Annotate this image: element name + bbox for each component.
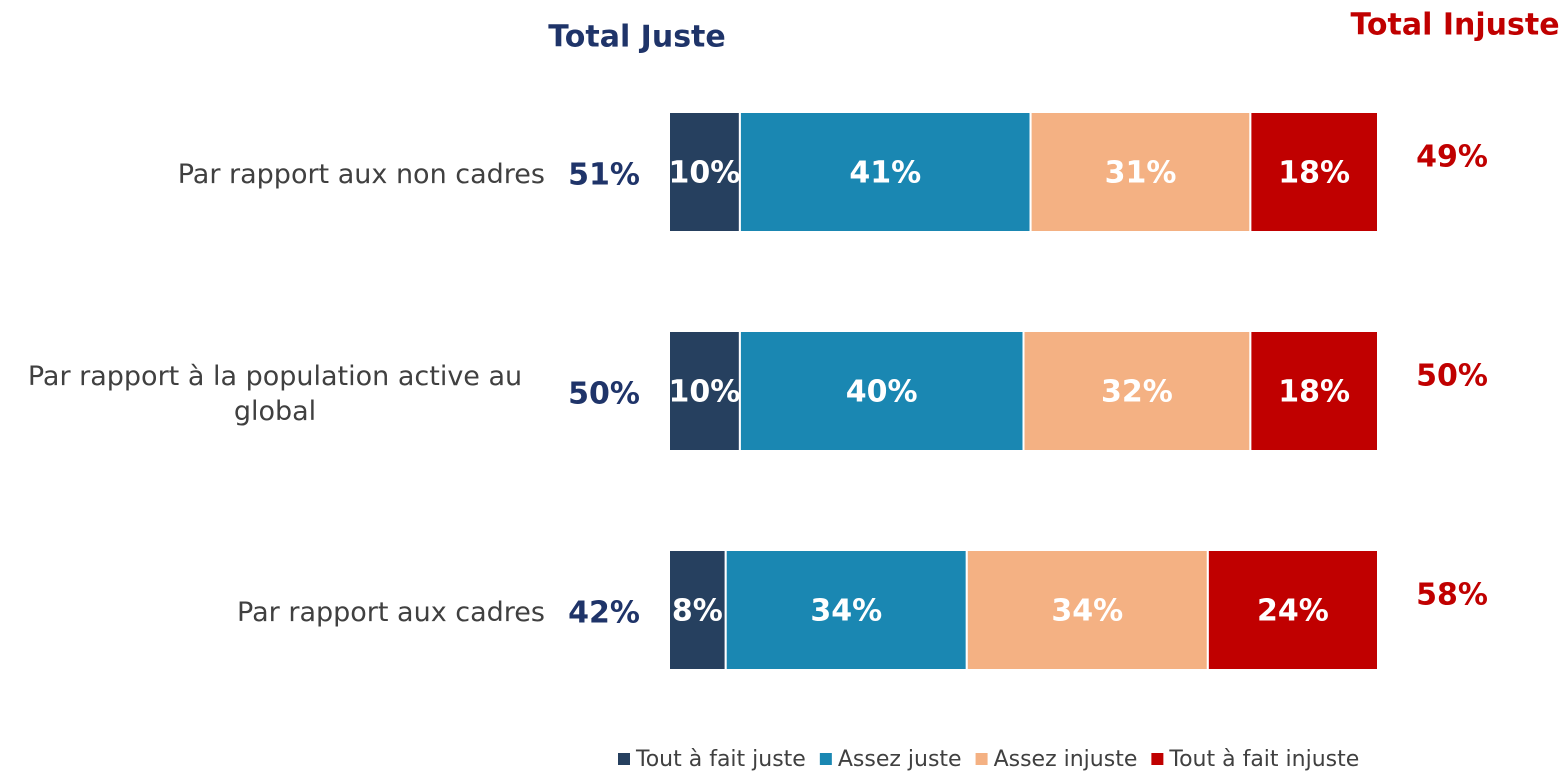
value-label: 18% (1278, 156, 1350, 191)
bar-segment (1029, 111, 1252, 233)
legend-label: Tout à fait juste (635, 747, 806, 772)
value-label: 24% (1257, 594, 1329, 629)
bar-segment (1206, 549, 1379, 671)
value-label: 34% (1051, 594, 1123, 629)
category-label: Par rapport aux non cadres (177, 159, 545, 191)
bar-segment (668, 111, 741, 233)
bar-segment (668, 549, 727, 671)
total-label: 49% (1416, 140, 1488, 175)
bar-segment (1249, 111, 1380, 233)
total-label: 50% (1416, 359, 1488, 394)
value-label: 32% (1101, 375, 1173, 410)
value-label: 40% (846, 375, 918, 410)
legend-label: Assez injuste (994, 747, 1138, 772)
bar-segment (738, 330, 1025, 452)
value-label: 34% (810, 594, 882, 629)
category-label-box: Par rapport aux cadres (0, 553, 545, 673)
bar-segment (1249, 330, 1380, 452)
value-label: 31% (1105, 156, 1177, 191)
value-label: 10% (669, 375, 741, 410)
category-label: Par rapport aux cadres (237, 597, 545, 629)
value-label: 10% (669, 156, 741, 191)
bar-segment (738, 111, 1032, 233)
total-label: 42% (568, 596, 640, 631)
total-injuste-title: Total Injuste (1350, 8, 1559, 43)
legend-swatch (975, 753, 988, 765)
bar-segment (1022, 330, 1252, 452)
total-label: 58% (1416, 578, 1488, 613)
legend-swatch (618, 753, 630, 765)
legend-label: Tout à fait injuste (1168, 747, 1359, 772)
value-label: 8% (672, 594, 723, 629)
category-label: Par rapport à la population active au gl… (27, 360, 523, 427)
legend-swatch (819, 753, 832, 765)
total-label: 51% (568, 158, 640, 193)
value-label: 18% (1278, 375, 1350, 410)
legend-swatch (1151, 753, 1164, 765)
legend-label: Assez juste (838, 747, 962, 772)
category-label-box: Par rapport à la population active au gl… (0, 334, 545, 454)
total-label: 50% (568, 377, 640, 412)
category-label-box: Par rapport aux non cadres (0, 115, 545, 235)
total-juste-title: Total Juste (548, 20, 725, 55)
value-label: 41% (849, 156, 921, 191)
